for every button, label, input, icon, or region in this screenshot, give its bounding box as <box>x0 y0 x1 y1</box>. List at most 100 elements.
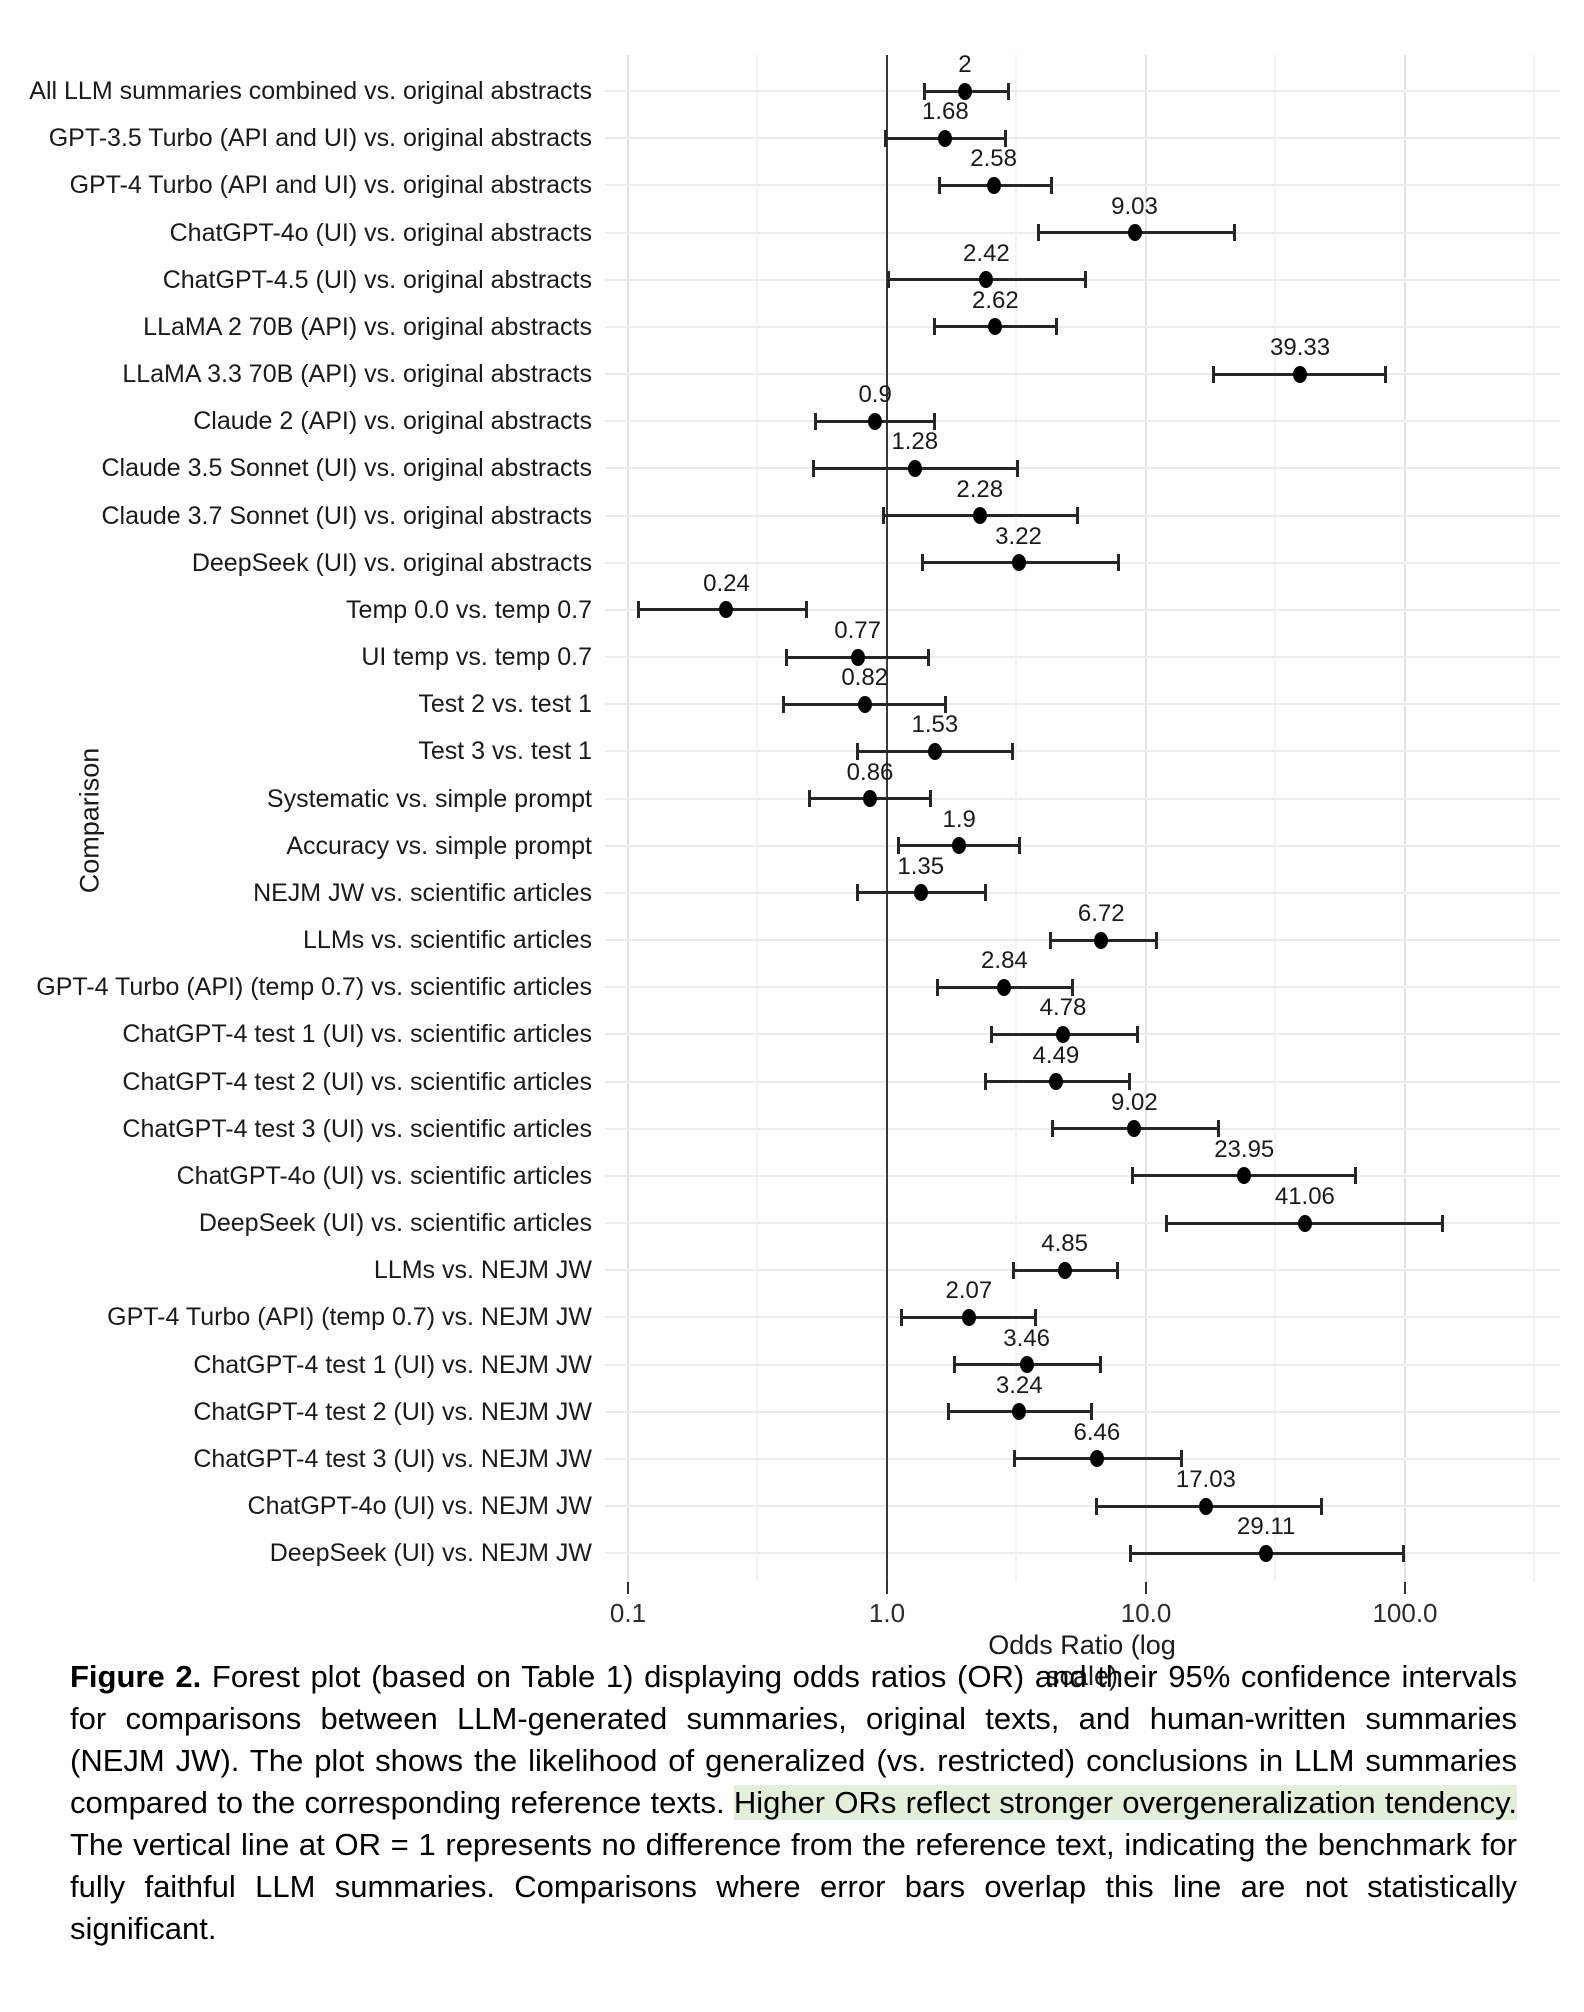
or-point <box>1293 365 1308 383</box>
row-label: LLMs vs. NEJM JW <box>373 1256 592 1285</box>
ci-cap-right <box>1010 742 1014 760</box>
ci-cap-right <box>1006 82 1010 100</box>
or-point <box>868 412 883 430</box>
y-axis-title: Comparison <box>74 747 105 894</box>
or-value-label: 2.84 <box>981 947 1028 975</box>
or-value-label: 9.03 <box>1111 192 1158 220</box>
ci-cap-right <box>1098 1356 1102 1374</box>
or-value-label: 41.06 <box>1274 1183 1335 1211</box>
ci-cap-right <box>1155 931 1159 949</box>
or-point <box>1237 1167 1252 1185</box>
or-point <box>1259 1544 1274 1562</box>
or-point <box>1019 1356 1034 1374</box>
ci-cap-left <box>953 1356 957 1374</box>
row-label: GPT-4 Turbo (API) (temp 0.7) vs. NEJM JW <box>107 1303 592 1332</box>
ci-cap-right <box>1018 837 1022 855</box>
or-point <box>1089 1450 1104 1468</box>
figure-caption-label: Figure 2. <box>70 1659 202 1694</box>
ci-cap-right <box>1090 1403 1093 1421</box>
ci-cap-left <box>933 318 937 336</box>
row-gridline <box>605 514 1560 517</box>
ci-cap-right <box>926 648 930 666</box>
row-label: All LLM summaries combined vs. original … <box>29 77 592 105</box>
row-label: LLMs vs. scientific articles <box>303 926 592 955</box>
minor-gridline <box>1015 55 1018 1582</box>
ci-cap-left <box>920 554 924 572</box>
ci-cap-left <box>1037 224 1041 241</box>
or-value-label: 0.9 <box>858 381 892 409</box>
row-label: ChatGPT-4 test 1 (UI) vs. scientific art… <box>122 1020 592 1049</box>
forest-plot-panel: 0.1 1.0 10.0 100.0 All LLM summaries combine… <box>29 51 1560 1628</box>
or-point <box>1012 1403 1027 1421</box>
row-gridline <box>605 891 1560 894</box>
ci-cap-right <box>1083 271 1087 289</box>
ci-cap-left <box>1050 1120 1054 1138</box>
row-gridline <box>605 608 1560 611</box>
row-gridline <box>605 750 1560 753</box>
or-point <box>1048 1073 1063 1091</box>
or-point <box>979 271 994 289</box>
ci-cap-right <box>1115 1261 1119 1279</box>
ci-cap-right <box>1116 554 1120 572</box>
ci-cap-left <box>1094 1497 1098 1515</box>
or-value-label: 23.95 <box>1214 1135 1275 1163</box>
major-gridline <box>1145 55 1147 1582</box>
row-gridline <box>605 656 1560 659</box>
row-label: ChatGPT-4 test 2 (UI) vs. scientific art… <box>122 1067 592 1096</box>
ci-cap-left <box>785 648 789 666</box>
ci-cap-right <box>1127 1073 1131 1091</box>
row-gridline <box>605 986 1560 989</box>
or-value-label: 2.58 <box>970 145 1017 173</box>
or-point <box>1011 554 1026 572</box>
or-value-label: 2.42 <box>963 239 1010 267</box>
row-gridline <box>605 90 1560 92</box>
ci-cap-left <box>882 507 886 525</box>
ci-cap-left <box>856 742 860 760</box>
or-value-label: 3.24 <box>995 1371 1043 1399</box>
or-point <box>1094 931 1109 949</box>
or-value-label: 3.22 <box>995 522 1042 550</box>
ci-cap-right <box>1319 1497 1323 1515</box>
ci-cap-left <box>1128 1544 1132 1562</box>
row-label: ChatGPT-4o (UI) vs. original abstracts <box>169 218 592 247</box>
x-axis-tick <box>627 1582 629 1594</box>
row-gridline <box>605 373 1560 376</box>
row-label: ChatGPT-4.5 (UI) vs. original abstracts <box>162 265 592 294</box>
or-value-label: 0.86 <box>846 758 894 786</box>
or-value-label: 3.46 <box>1003 1324 1050 1352</box>
ci-cap-right <box>1232 224 1236 241</box>
ci-cap-right <box>1071 978 1075 996</box>
or-point <box>1057 1261 1072 1279</box>
figure-caption-text-2: The vertical line at OR = 1 represents n… <box>70 1827 1517 1946</box>
or-value-label: 9.02 <box>1111 1088 1158 1116</box>
or-value-label: 1.9 <box>942 805 976 833</box>
or-value-label: 2.07 <box>945 1277 993 1305</box>
ci-cap-left <box>814 412 818 430</box>
ci-cap-right <box>943 695 947 713</box>
row-label: Test 2 vs. test 1 <box>418 690 592 719</box>
row-label: GPT-3.5 Turbo (API and UI) vs. original … <box>48 124 592 153</box>
x-axis-tick <box>1145 1582 1147 1594</box>
ci-cap-right <box>1136 1025 1140 1043</box>
row-label: Temp 0.0 vs. temp 0.7 <box>346 595 592 624</box>
row-gridline <box>605 184 1560 187</box>
ci-cap-left <box>983 1073 987 1091</box>
or-point <box>1055 1025 1070 1043</box>
ci-cap-left <box>1049 931 1053 949</box>
or-point <box>857 695 872 713</box>
ci-cap-left <box>1013 1450 1017 1468</box>
reference-line-or-1 <box>886 55 888 1582</box>
or-value-label: 17.03 <box>1175 1466 1236 1494</box>
ci-cap-left <box>937 176 941 194</box>
or-point <box>1127 224 1142 241</box>
row-label: Test 3 vs. test 1 <box>418 737 592 766</box>
row-label: GPT-4 Turbo (API and UI) vs. original ab… <box>69 171 592 200</box>
row-gridline <box>605 797 1560 800</box>
row-label: ChatGPT-4 test 2 (UI) vs. NEJM JW <box>193 1397 592 1426</box>
ci-cap-left <box>947 1403 951 1421</box>
row-label: LLaMA 2 70B (API) vs. original abstracts <box>143 312 592 341</box>
row-gridline <box>605 1222 1560 1225</box>
or-value-label: 1.35 <box>897 852 945 880</box>
x-axis-tick-label: 100.0 <box>1372 1598 1438 1628</box>
